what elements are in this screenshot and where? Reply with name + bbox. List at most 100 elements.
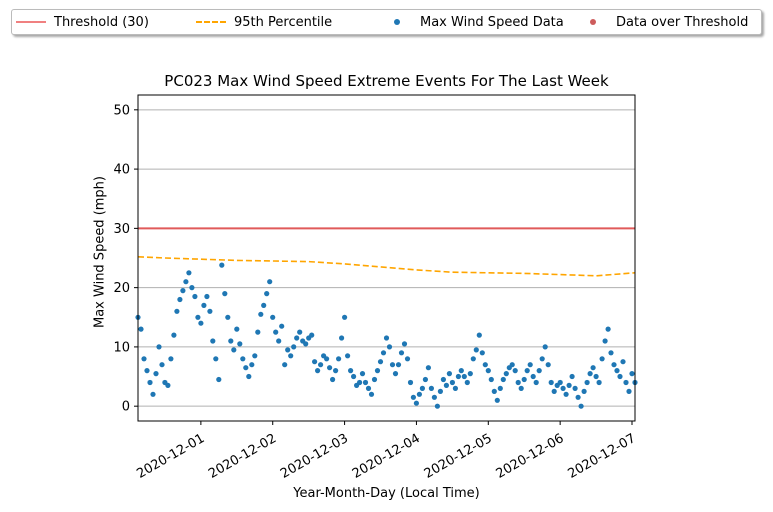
data-point — [467, 371, 473, 377]
data-point — [566, 382, 572, 388]
data-point — [398, 350, 405, 356]
data-point — [473, 347, 479, 353]
data-point — [575, 394, 581, 400]
data-point — [371, 376, 378, 383]
data-point — [464, 379, 470, 386]
data-point — [611, 362, 617, 368]
data-point — [605, 326, 611, 332]
data-point — [165, 382, 171, 388]
data-point — [348, 368, 354, 374]
x-tick-label: 2020-12-02 — [206, 431, 279, 482]
data-point — [189, 285, 195, 291]
data-point — [470, 356, 476, 362]
x-tick-label: 2020-12-03 — [278, 431, 351, 482]
data-point — [365, 385, 372, 391]
percentile-dash-swatch — [196, 15, 226, 29]
data-point — [389, 362, 396, 368]
data-point — [339, 335, 345, 341]
data-point — [177, 296, 183, 303]
data-point — [560, 385, 566, 391]
data-point — [368, 391, 375, 397]
data-point — [572, 385, 578, 391]
data-point — [401, 341, 408, 347]
data-point — [318, 362, 324, 368]
data-point — [228, 338, 234, 344]
data-point — [345, 353, 351, 359]
data-point — [419, 385, 425, 391]
x-tick-label: 2020-12-07 — [565, 431, 638, 482]
data-point — [452, 385, 458, 391]
percentile-line — [137, 256, 636, 277]
data-point — [425, 365, 431, 371]
data-point — [623, 379, 629, 386]
data-point — [410, 394, 416, 400]
data-point — [395, 362, 402, 368]
data-point — [620, 359, 626, 365]
data-point — [569, 373, 575, 380]
data-point — [590, 365, 596, 371]
data-point — [204, 293, 210, 300]
data-point — [330, 376, 336, 383]
data-point — [563, 391, 569, 397]
data-dot-swatch — [382, 15, 412, 29]
data-point — [234, 326, 240, 332]
data-point — [225, 314, 231, 320]
data-point — [159, 362, 165, 368]
data-point — [357, 379, 363, 386]
data-point — [518, 385, 524, 391]
data-point — [596, 379, 602, 386]
data-point — [252, 353, 258, 359]
data-point — [333, 368, 339, 374]
data-point — [138, 326, 144, 332]
data-point — [536, 368, 542, 374]
data-point — [180, 288, 186, 294]
data-point — [153, 371, 159, 377]
data-point — [273, 329, 279, 335]
data-point — [168, 356, 174, 362]
data-point — [494, 397, 500, 403]
x-tick-label: 2020-12-04 — [350, 431, 423, 482]
x-tick-label: 2020-12-05 — [422, 431, 495, 482]
data-point — [530, 373, 536, 380]
y-tick-label: 50 — [113, 103, 130, 118]
data-point — [416, 391, 422, 397]
data-point — [210, 338, 216, 344]
data-point — [267, 279, 273, 285]
data-point — [557, 379, 563, 386]
data-point — [626, 388, 632, 394]
y-tick-label: 20 — [113, 281, 130, 296]
data-point — [602, 338, 608, 344]
data-point — [258, 311, 264, 317]
data-point — [515, 379, 521, 386]
data-point — [243, 365, 249, 371]
data-point — [192, 293, 198, 300]
data-point — [156, 344, 162, 350]
threshold-line-swatch — [16, 15, 46, 29]
data-point — [297, 329, 303, 335]
x-axis-ticks: 2020-12-012020-12-022020-12-032020-12-04… — [134, 421, 638, 482]
data-point — [542, 344, 548, 350]
grid-lines — [138, 109, 635, 407]
data-point — [488, 376, 494, 383]
data-points — [135, 262, 638, 409]
data-point — [386, 344, 393, 350]
data-point — [548, 379, 554, 386]
data-point — [593, 373, 599, 380]
data-point — [201, 302, 207, 308]
data-point — [440, 376, 446, 383]
data-point — [608, 350, 614, 356]
data-point — [279, 323, 285, 329]
data-point — [476, 332, 482, 338]
data-point — [222, 291, 228, 297]
data-point — [584, 379, 590, 386]
data-point — [231, 347, 237, 353]
data-point — [422, 376, 428, 383]
data-point — [288, 353, 294, 359]
data-point — [141, 356, 147, 362]
data-point — [434, 403, 440, 409]
data-point — [255, 329, 261, 335]
data-point — [312, 359, 318, 365]
data-point — [213, 356, 219, 362]
data-point — [342, 314, 348, 320]
